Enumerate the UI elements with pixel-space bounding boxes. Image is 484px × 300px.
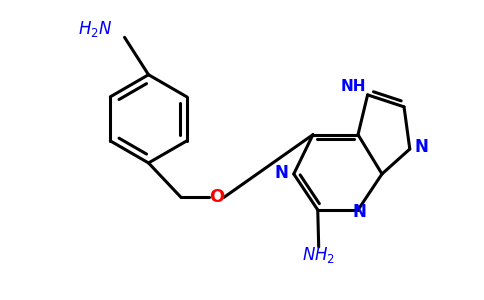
Text: NH: NH	[340, 79, 366, 94]
Text: $H_2N$: $H_2N$	[77, 19, 112, 39]
Text: O: O	[210, 188, 225, 206]
Text: N: N	[274, 164, 288, 182]
Text: N: N	[414, 138, 428, 156]
Text: N: N	[352, 203, 366, 221]
Text: $NH_2$: $NH_2$	[302, 245, 335, 265]
